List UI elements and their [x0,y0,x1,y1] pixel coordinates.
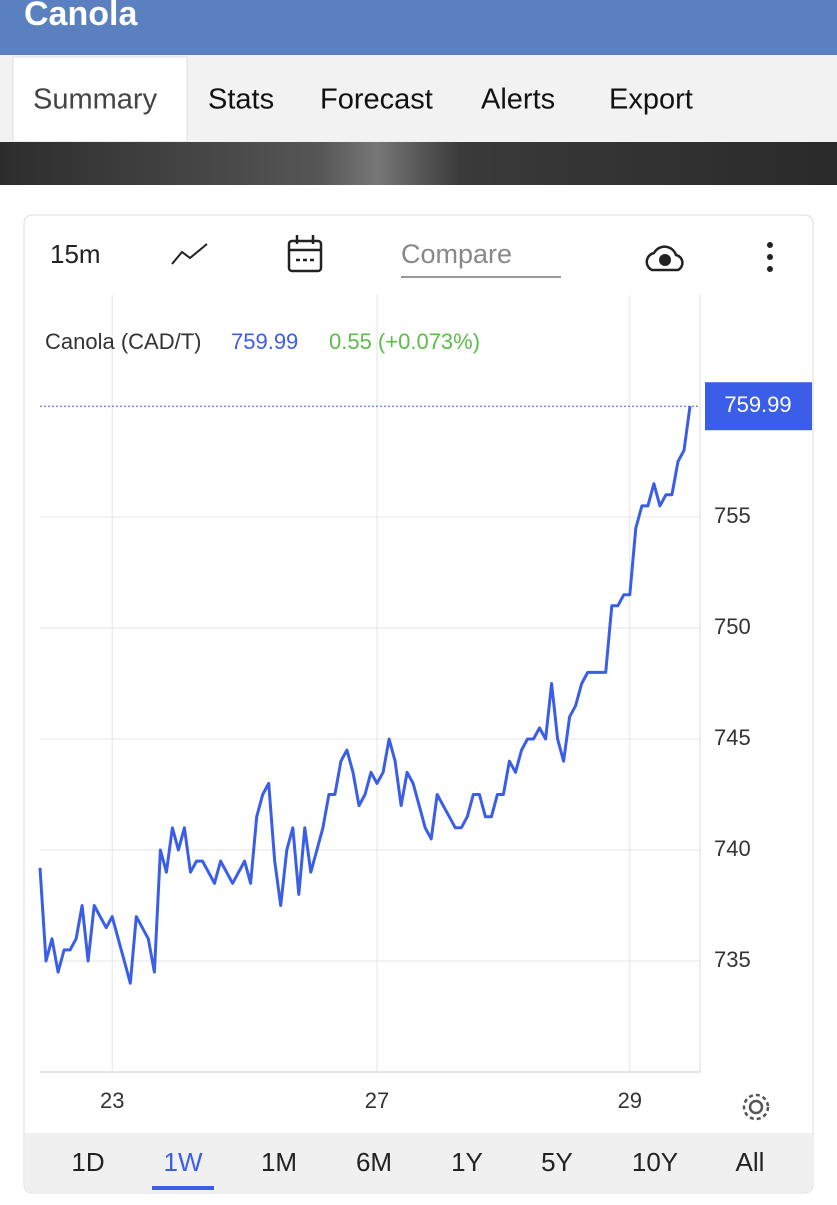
range-button[interactable]: 5Y [541,1147,573,1177]
tab[interactable]: Export [609,84,693,116]
range-button[interactable]: All [736,1147,765,1177]
x-tick-label: 27 [365,1088,389,1113]
y-tick-label: 755 [714,503,751,528]
range-underline [152,1186,214,1190]
legend-name: Canola (CAD/T) [45,329,201,354]
y-tick-label: 740 [714,836,751,861]
range-button[interactable]: 6M [356,1147,392,1177]
more-menu[interactable] [767,242,773,272]
tab[interactable]: Forecast [320,84,433,116]
x-tick-label: 29 [618,1088,642,1113]
calendar-icon[interactable] [287,235,323,273]
legend-price: 759.99 [231,329,298,354]
last-price-tag [705,382,812,431]
y-tick-label: 745 [714,725,751,750]
banner [0,142,837,185]
compare-input[interactable]: Compare [401,239,512,269]
range-button[interactable]: 10Y [632,1147,678,1177]
tab[interactable]: Stats [208,84,274,116]
chart-card [23,214,814,1194]
range-button[interactable]: 1W [164,1147,203,1177]
y-tick-label: 750 [714,614,751,639]
interval-button[interactable]: 15m [50,239,101,269]
header-title: Canola [24,0,138,33]
header-bar [0,0,837,55]
y-tick-label: 735 [714,947,751,972]
price-line [38,405,692,985]
range-button[interactable]: 1Y [451,1147,483,1177]
download-icon[interactable] [645,245,684,272]
tab[interactable]: Alerts [481,84,555,116]
range-button[interactable]: 1D [71,1147,104,1177]
tab[interactable]: Summary [33,84,158,116]
last-price-label: 759.99 [724,392,791,417]
chart-type-icon[interactable] [171,243,208,265]
legend-change: 0.55 (+0.073%) [329,329,480,354]
range-button[interactable]: 1M [261,1147,297,1177]
x-tick-label: 23 [100,1088,124,1113]
range-bar [25,1133,812,1192]
settings-icon[interactable] [742,1093,770,1121]
